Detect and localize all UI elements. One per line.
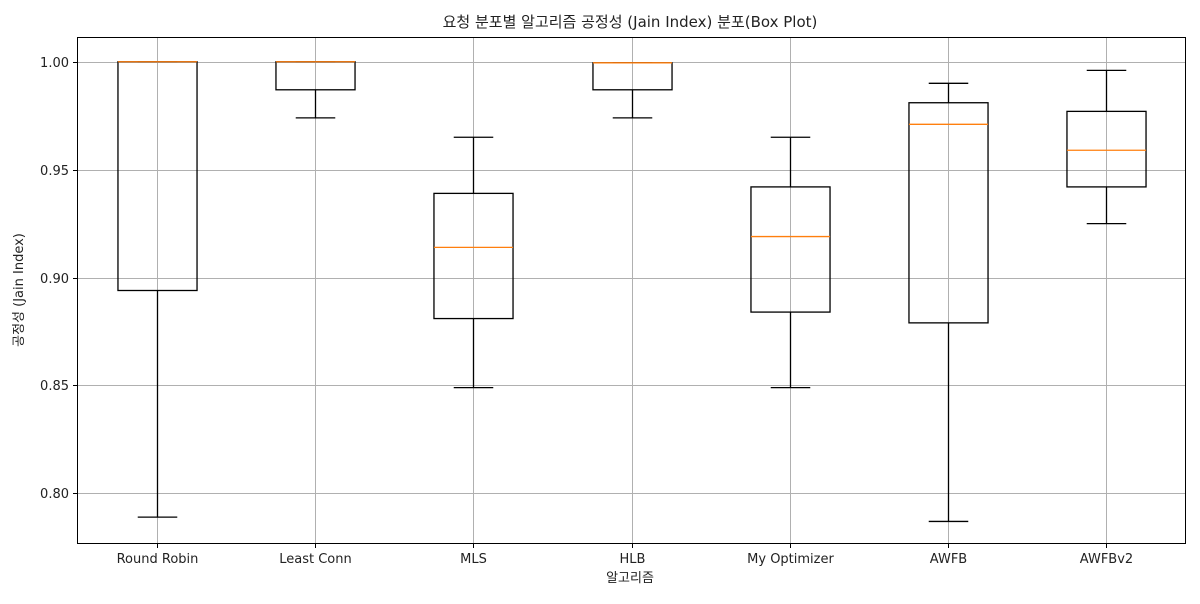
tick-layer: 0.80 0.85 0.90 0.95 1.00 Round Robin Least Con… xyxy=(40,56,1133,567)
chart-title: 요청 분포별 알고리즘 공정성 (Jain Index) 분포(Box Plot… xyxy=(443,13,818,31)
x-tick-label: AWFB xyxy=(930,552,967,567)
box-group xyxy=(750,136,831,389)
y-tick-label: 1.00 xyxy=(40,56,69,71)
iqr-box xyxy=(908,102,989,324)
y-axis-label: 공정성 (Jain Index) xyxy=(12,233,27,347)
axes-frame xyxy=(77,37,1186,544)
iqr-box xyxy=(750,186,831,313)
box-group xyxy=(433,136,514,389)
box-group xyxy=(117,61,198,518)
x-tick-label: MLS xyxy=(460,552,487,567)
x-tick-label: Round Robin xyxy=(117,552,199,567)
box-group xyxy=(275,61,356,119)
iqr-box xyxy=(1066,110,1147,188)
box-group xyxy=(908,82,989,523)
x-tick-label: Least Conn xyxy=(279,552,352,567)
box-group xyxy=(1066,69,1147,225)
box-layer xyxy=(117,61,1147,523)
x-tick-label: AWFBv2 xyxy=(1080,552,1133,567)
x-tick-label: HLB xyxy=(620,552,646,567)
y-tick-label: 0.95 xyxy=(40,164,69,179)
grid-layer xyxy=(78,38,1185,543)
y-tick-label: 0.80 xyxy=(40,487,69,502)
box-group xyxy=(592,62,673,119)
x-axis-label: 알고리즘 xyxy=(606,571,654,586)
x-tick-label: My Optimizer xyxy=(747,552,834,567)
y-tick-label: 0.85 xyxy=(40,379,69,394)
iqr-box xyxy=(433,192,514,320)
y-tick-label: 0.90 xyxy=(40,272,69,287)
